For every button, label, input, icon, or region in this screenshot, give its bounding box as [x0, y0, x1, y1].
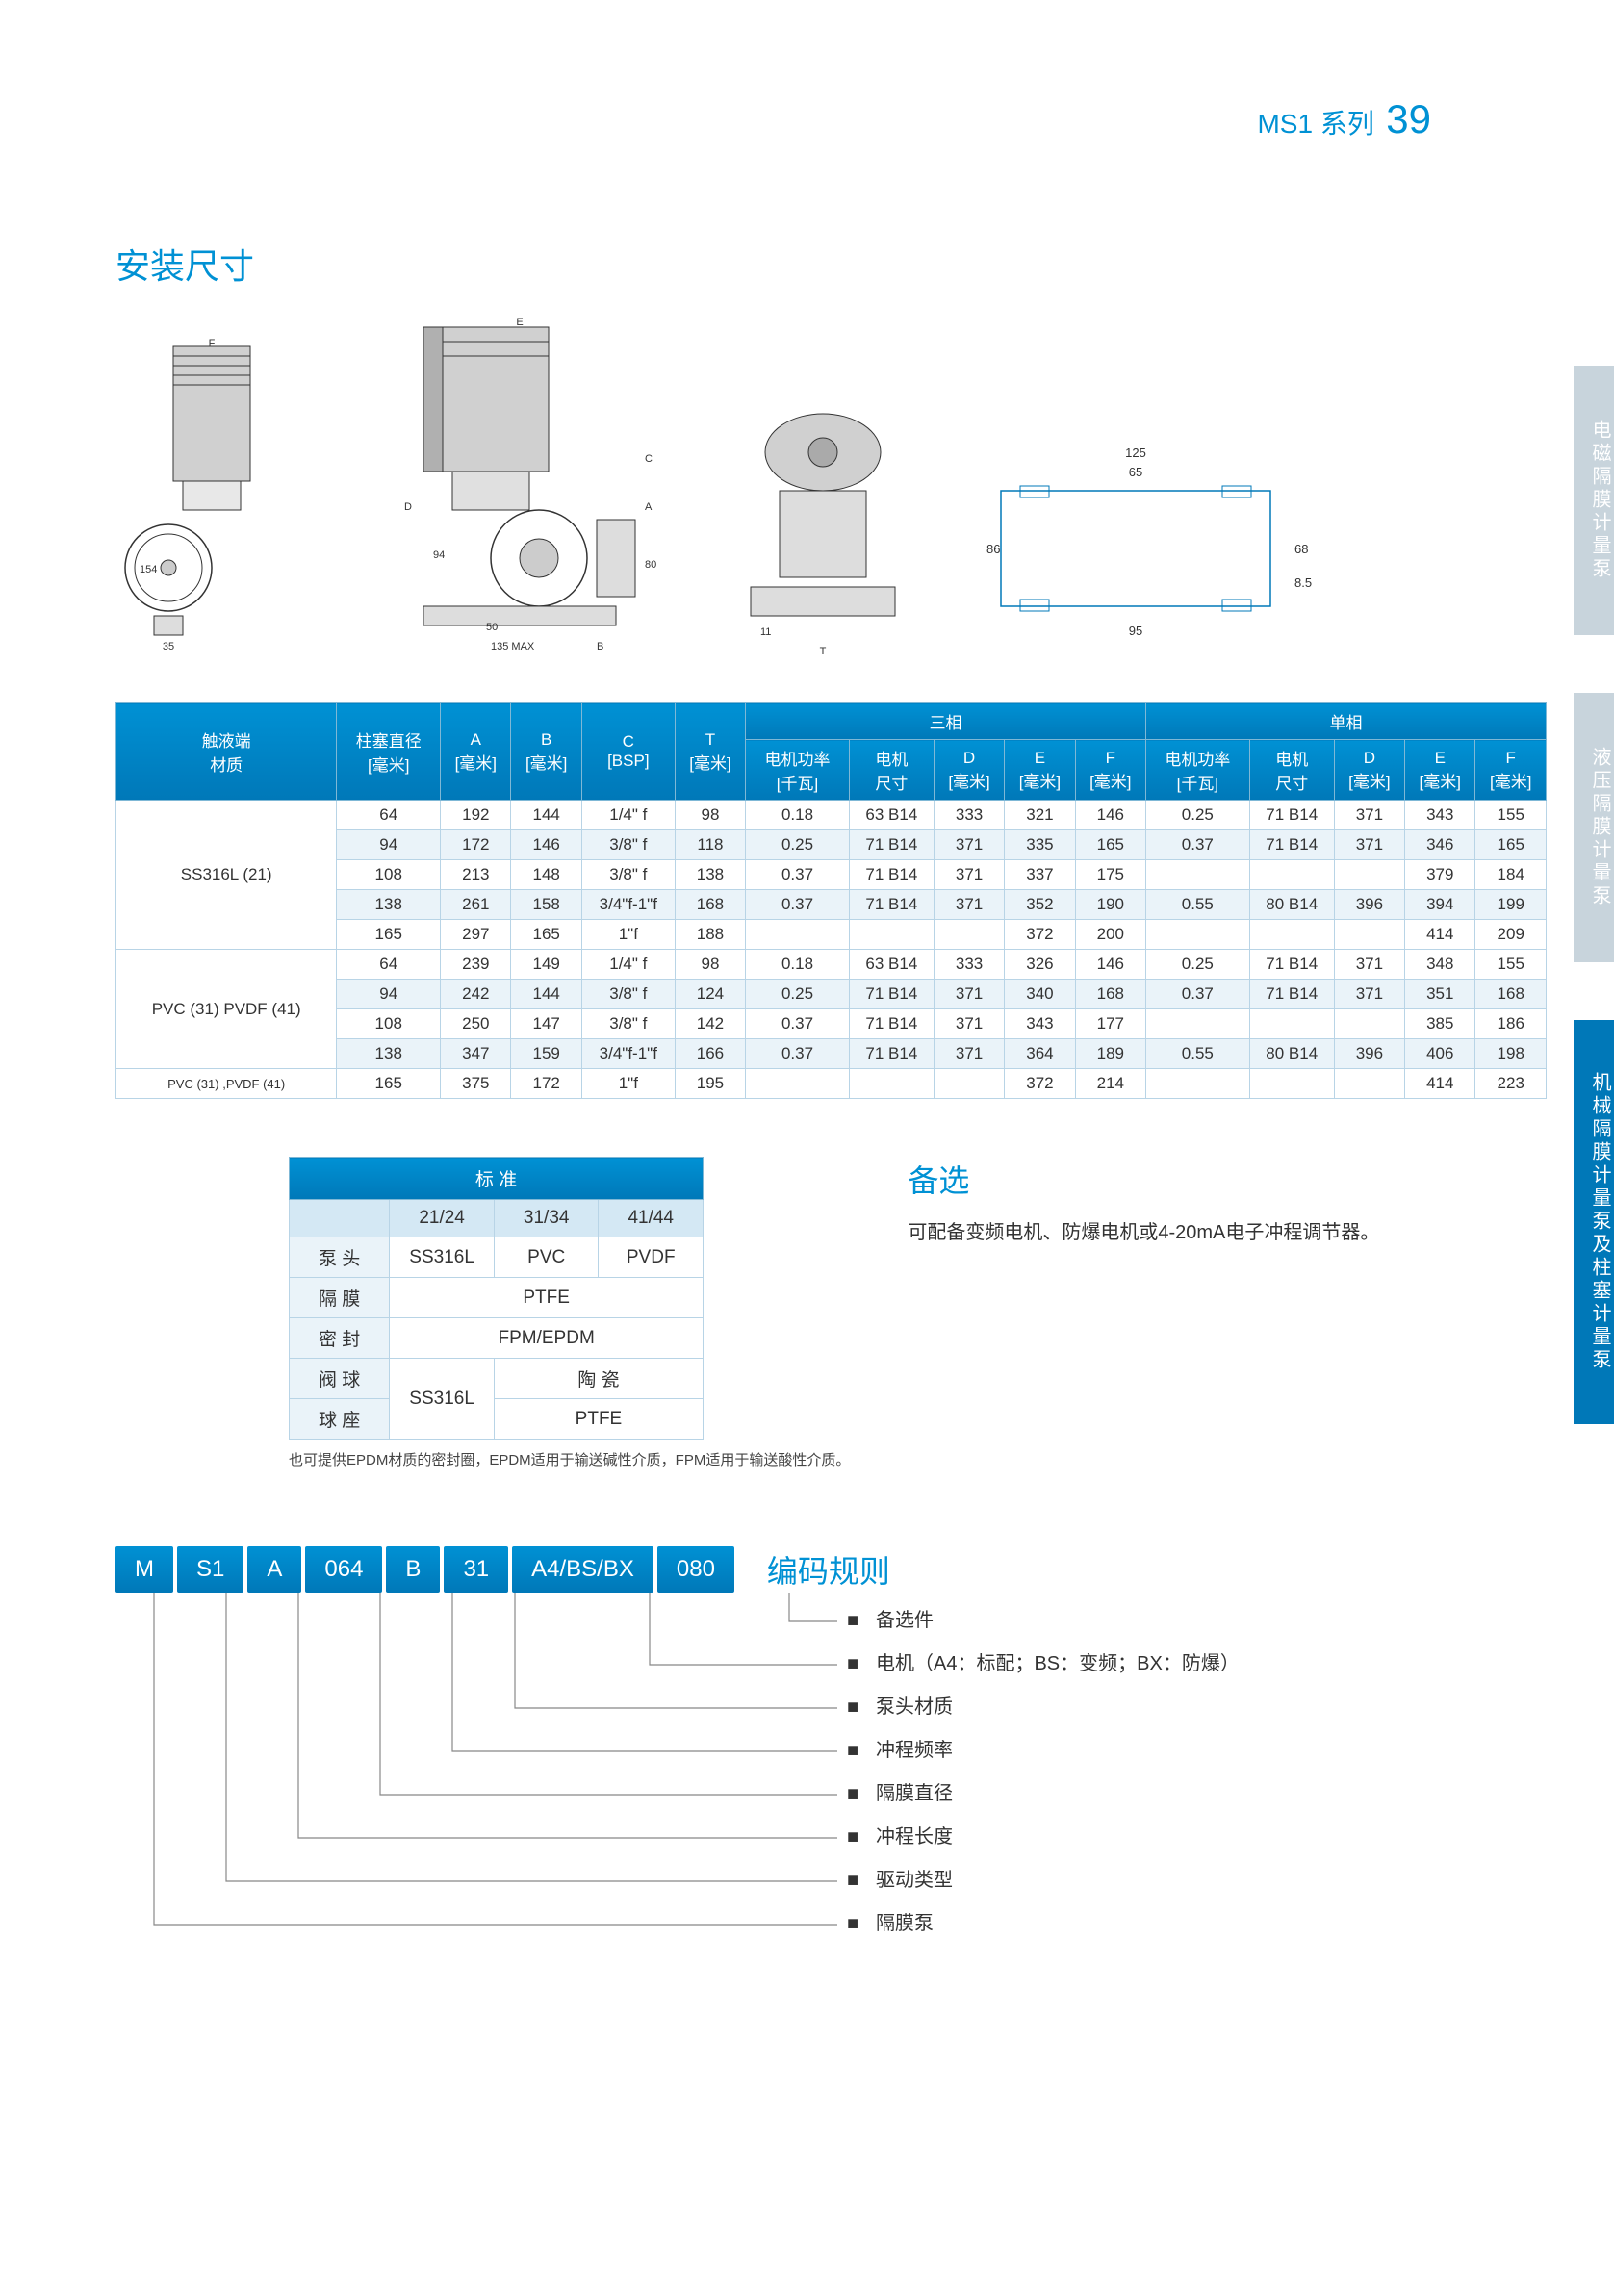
svg-text:35: 35	[163, 641, 174, 652]
series-label: MS1 系列	[1257, 109, 1373, 139]
material-cell: PVC (31) ,PVDF (41)	[116, 1069, 337, 1099]
svg-text:驱动类型: 驱动类型	[876, 1869, 953, 1891]
page-number: 39	[1386, 96, 1431, 141]
diagram-base-plate: 125 65 86 68 8.5 95	[962, 433, 1328, 664]
svg-text:65: 65	[1129, 465, 1142, 479]
svg-text:■: ■	[847, 1653, 858, 1674]
code-box-1: S1	[177, 1546, 243, 1593]
svg-text:■: ■	[847, 1783, 858, 1804]
coding-rules-section: M S1 A 064 B 31 A4/BS/BX 080 编码规则 ■ 备选件	[115, 1546, 1270, 2030]
std-footnote: 也可提供EPDM材质的密封圈，EPDM适用于输送碱性介质，FPM适用于输送酸性介…	[289, 1449, 850, 1469]
svg-text:95: 95	[1129, 624, 1142, 638]
svg-text:135 MAX: 135 MAX	[491, 641, 535, 652]
svg-text:■: ■	[847, 1740, 858, 1761]
material-cell: SS316L (21)	[116, 801, 337, 950]
svg-text:8.5: 8.5	[1294, 575, 1312, 590]
code-box-4: B	[386, 1546, 440, 1593]
side-tab-1[interactable]: 电磁隔膜计量泵	[1574, 366, 1614, 635]
table-row: PVC (31) PVDF (41)642391491/4" f980.1863…	[116, 950, 1547, 980]
col-group-3phase: 三相	[746, 703, 1146, 740]
std-title: 标 准	[290, 1158, 704, 1200]
svg-text:D: D	[404, 501, 412, 513]
svg-text:冲程频率: 冲程频率	[876, 1739, 953, 1761]
code-box-0: M	[115, 1546, 173, 1593]
code-box-7: 080	[657, 1546, 734, 1593]
svg-text:68: 68	[1294, 542, 1308, 556]
svg-text:154: 154	[140, 564, 157, 575]
svg-text:86: 86	[986, 542, 1000, 556]
code-box-3: 064	[305, 1546, 382, 1593]
table-row: PVC (31) ,PVDF (41)1653751721"f195372214…	[116, 1069, 1547, 1099]
svg-text:C: C	[645, 453, 653, 465]
table-row: SS316L (21)641921441/4" f980.1863 B14333…	[116, 801, 1547, 830]
col-group-1phase: 单相	[1145, 703, 1546, 740]
side-tab-3[interactable]: 机械隔膜计量泵及柱塞计量泵	[1574, 1020, 1614, 1424]
svg-text:A: A	[645, 501, 653, 513]
svg-text:备选件: 备选件	[876, 1609, 934, 1631]
section-title: 安装尺寸	[115, 239, 1547, 289]
svg-text:50: 50	[486, 622, 498, 633]
svg-text:隔膜直径: 隔膜直径	[876, 1782, 953, 1804]
svg-text:冲程长度: 冲程长度	[876, 1825, 953, 1848]
side-tab-2[interactable]: 液压隔膜计量泵	[1574, 693, 1614, 962]
svg-text:■: ■	[847, 1696, 858, 1718]
svg-text:80: 80	[645, 559, 656, 571]
svg-text:■: ■	[847, 1870, 858, 1891]
svg-text:泵头材质: 泵头材质	[876, 1696, 953, 1718]
diagram-top-view: 11 T	[722, 395, 924, 664]
svg-text:F: F	[209, 338, 216, 349]
svg-text:11: 11	[760, 626, 771, 638]
dimensions-table: 触液端材质 柱塞直径[毫米] A[毫米] B[毫米] C[BSP] T[毫米] …	[115, 702, 1547, 1099]
standard-materials-table: 标 准 21/24 31/34 41/44 泵 头SS316LPVCPVDF 隔…	[289, 1157, 704, 1440]
svg-text:隔膜泵: 隔膜泵	[876, 1912, 934, 1934]
svg-text:T: T	[820, 646, 827, 657]
options-text: 可配备变频电机、防爆电机或4-20mA电子冲程调节器。	[908, 1215, 1547, 1250]
svg-text:■: ■	[847, 1826, 858, 1848]
code-connector-lines: ■ 备选件 ■ 电机（A4：标配；BS：变频；BX：防爆） ■ 泵头材质 ■ 冲…	[115, 1593, 1270, 2026]
technical-diagrams: 35 154 F E 94 135 MAX B 50 80 A C D	[115, 318, 1547, 664]
diagram-side-view: E 94 135 MAX B 50 80 A C D	[346, 318, 683, 664]
page-header: MS1 系列 39	[115, 96, 1547, 142]
svg-text:B: B	[597, 641, 603, 652]
material-cell: PVC (31) PVDF (41)	[116, 950, 337, 1069]
options-title: 备选	[908, 1157, 1547, 1201]
side-category-tabs: 电磁隔膜计量泵 液压隔膜计量泵 机械隔膜计量泵及柱塞计量泵	[1574, 366, 1614, 1482]
svg-text:■: ■	[847, 1913, 858, 1934]
svg-text:125: 125	[1125, 446, 1146, 460]
svg-text:E: E	[516, 318, 523, 328]
col-material: 触液端材质	[116, 703, 337, 801]
svg-text:■: ■	[847, 1610, 858, 1631]
diagram-front-view: 35 154 F	[115, 337, 308, 664]
svg-text:94: 94	[433, 549, 445, 561]
code-box-6: A4/BS/BX	[512, 1546, 653, 1593]
code-box-2: A	[247, 1546, 301, 1593]
svg-text:电机（A4：标配；BS：变频；BX：防爆）: 电机（A4：标配；BS：变频；BX：防爆）	[876, 1652, 1240, 1674]
code-box-5: 31	[444, 1546, 508, 1593]
code-title: 编码规则	[767, 1547, 890, 1592]
